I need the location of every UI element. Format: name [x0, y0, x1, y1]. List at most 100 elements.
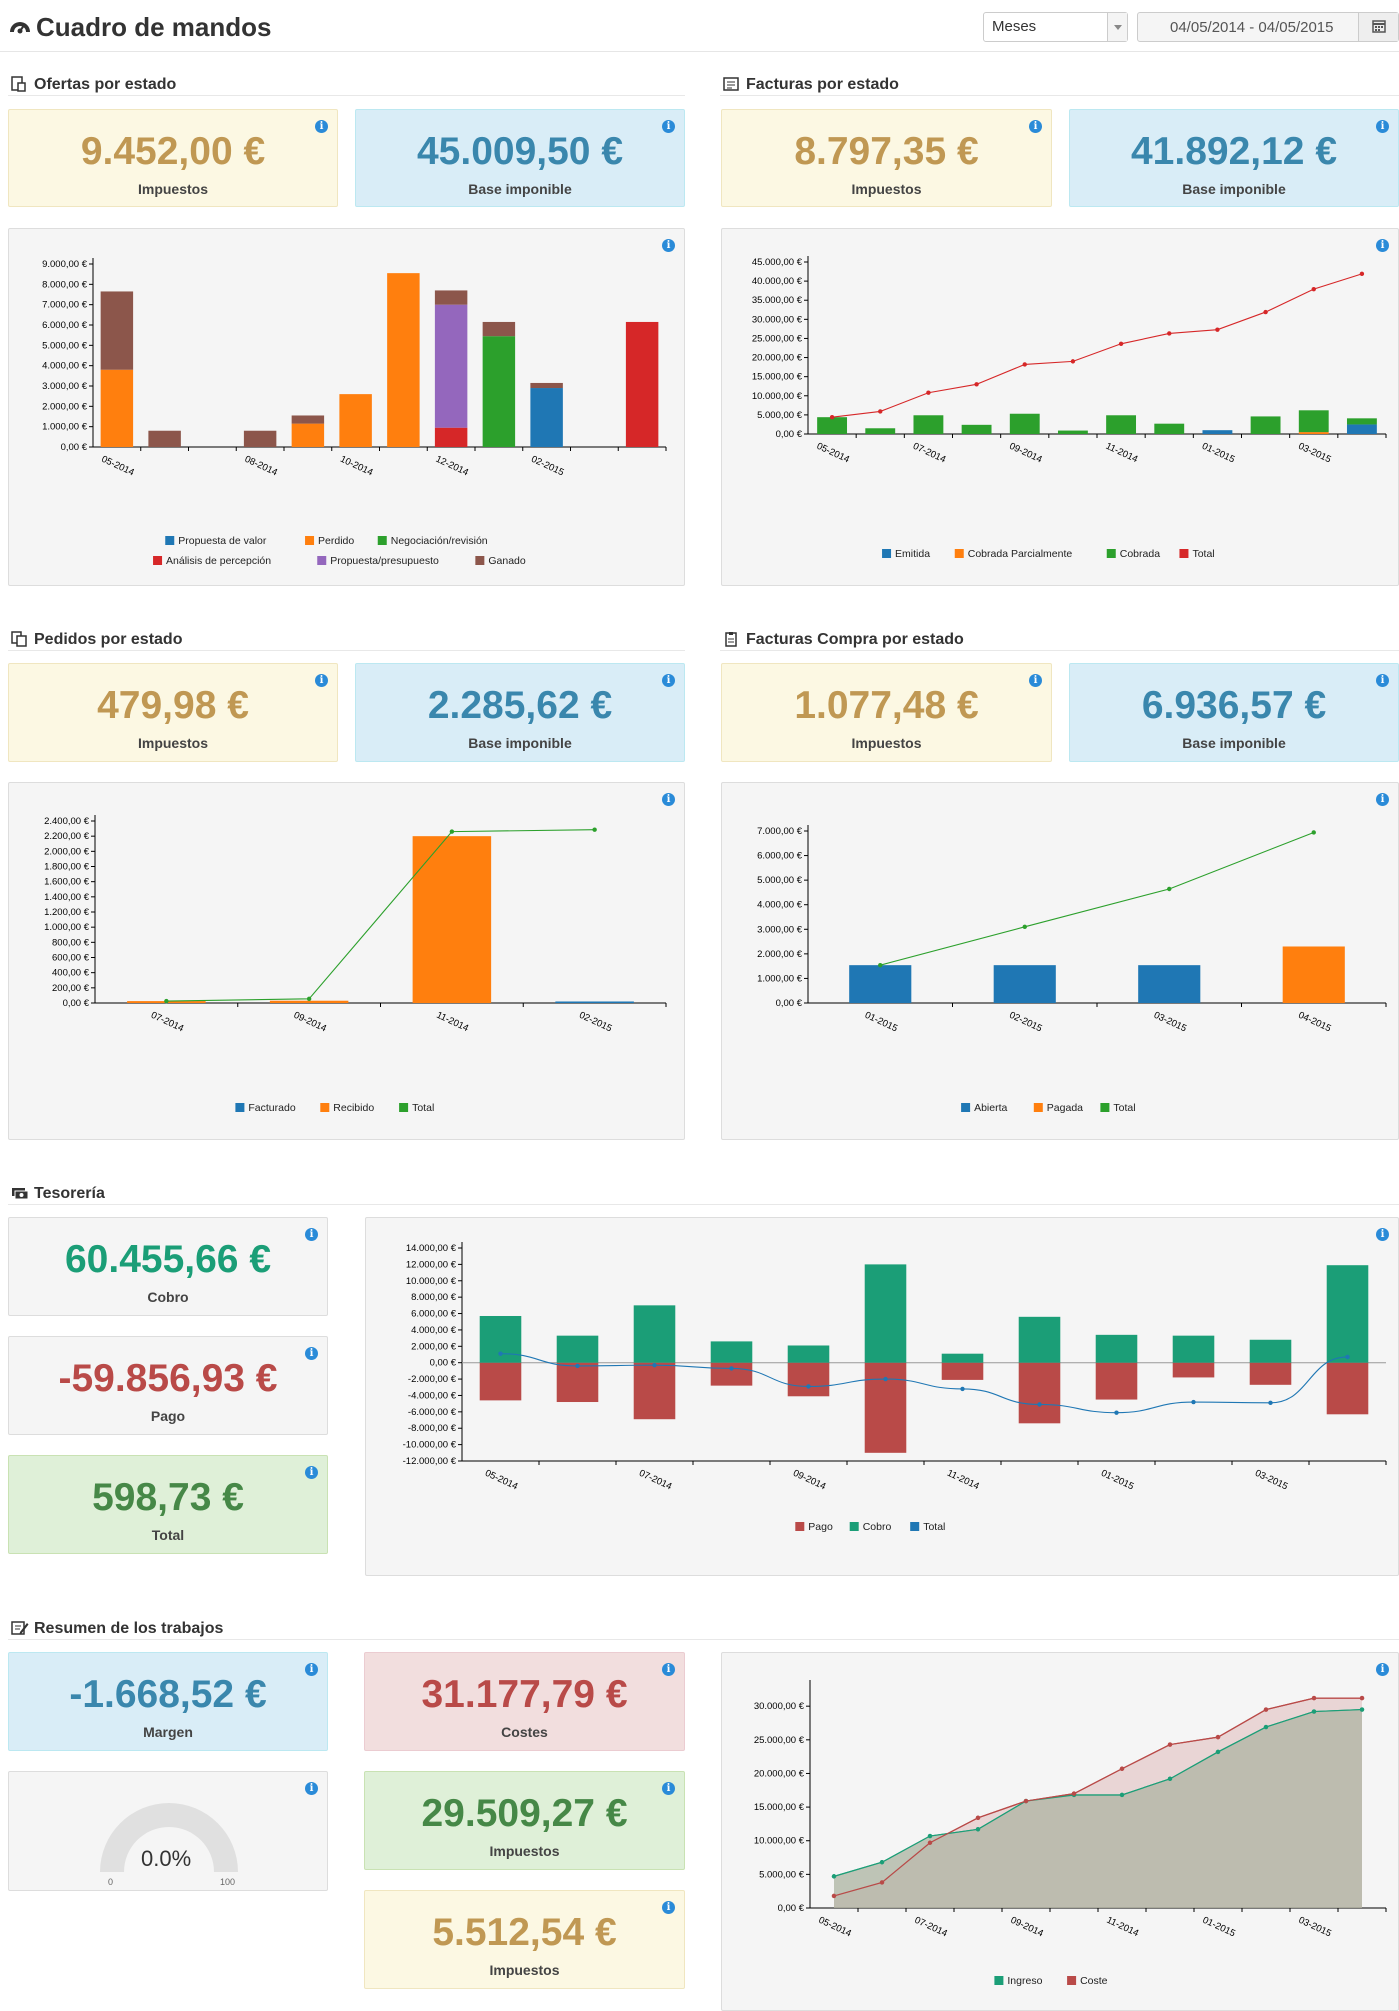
y-tick-label: 7.000,00 € [757, 826, 803, 837]
info-icon[interactable]: i [1029, 674, 1042, 687]
legend-label: Total [923, 1521, 945, 1533]
point [1311, 286, 1316, 292]
info-icon[interactable]: i [1376, 1228, 1389, 1241]
date-range-input[interactable]: 04/05/2014 - 04/05/2015 [1137, 12, 1399, 42]
y-tick-label: 0,00 € [63, 998, 90, 1009]
bar-Emitida [1346, 424, 1377, 434]
y-tick-label: -8.000,00 € [408, 1423, 457, 1434]
bar-Ganado [243, 430, 277, 447]
info-icon[interactable]: i [305, 1228, 318, 1241]
legend-swatch [1067, 1976, 1077, 1985]
bar-Abierta [1138, 965, 1201, 1003]
info-icon[interactable]: i [662, 674, 675, 687]
bar-Pago [479, 1362, 522, 1401]
chart-svg-facturas: 0,00 € 5.000,00 € 10.000,00 € 15.000,00 € 20… [752, 256, 1387, 560]
point [652, 1362, 657, 1368]
info-icon[interactable]: i [662, 1663, 675, 1676]
y-tick-label: 3.000,00 € [42, 381, 88, 392]
y-tick-label: 15.000,00 € [752, 372, 803, 383]
point [879, 1880, 885, 1885]
x-tick-label: 03-2015 [1152, 1010, 1188, 1035]
info-icon[interactable]: i [1376, 1663, 1389, 1676]
info-icon[interactable]: i [1376, 120, 1389, 133]
legend-swatch [795, 1522, 805, 1531]
chart-facturas-compra: 0,00 € 1.000,00 € 2.000,00 € 3.000,00 € 4.00… [721, 782, 1399, 1140]
info-icon[interactable]: i [662, 793, 675, 806]
chart-svg-pedidos: 0,00 € 200,00 € 400,00 € 600,00 € 800,00 € 1.… [44, 815, 667, 1114]
point [1215, 1734, 1221, 1740]
legend-swatch [317, 556, 327, 565]
info-icon[interactable]: i [305, 1347, 318, 1360]
info-icon[interactable]: i [1029, 120, 1042, 133]
kpi-value: 31.177,79 € [421, 1673, 628, 1716]
x-tick-label: 09-2014 [292, 1010, 328, 1035]
bar-Análisis de percepción [434, 427, 468, 447]
point [1263, 309, 1268, 315]
point [1037, 1402, 1042, 1407]
legend-label: Pagada [1047, 1102, 1083, 1114]
bar-Cobrada [1298, 410, 1329, 433]
info-icon[interactable]: i [1376, 793, 1389, 806]
info-icon[interactable]: i [662, 1901, 675, 1914]
y-tick-label: 10.000,00 € [406, 1276, 457, 1287]
point [927, 1833, 933, 1839]
y-tick-label: 5.000,00 € [759, 1869, 805, 1880]
legend-label: Ingreso [1007, 1975, 1042, 1987]
section-facturas-compra-title: Facturas Compra por estado [746, 631, 964, 648]
x-tick-label: 02-2015 [1007, 1010, 1043, 1035]
info-icon[interactable]: i [315, 120, 328, 133]
x-tick-label: 11-2014 [945, 1468, 981, 1492]
info-icon[interactable]: i [662, 239, 675, 252]
bar-Emitida [1202, 430, 1233, 434]
calendar-button[interactable] [1358, 13, 1398, 41]
legend-label: Coste [1080, 1975, 1108, 1987]
bar-Pago [864, 1362, 907, 1453]
y-tick-label: 8.000,00 € [42, 279, 88, 290]
point [879, 1860, 885, 1865]
section-pedidos: Pedidos por estado [8, 625, 685, 651]
y-tick-label: -12.000,00 € [403, 1456, 457, 1467]
bar-Análisis de percepción [625, 321, 659, 447]
y-tick-label: 7.000,00 € [42, 300, 88, 311]
line-Total [832, 273, 1363, 418]
bar-Facturado [555, 1001, 634, 1003]
y-tick-label: 25.000,00 € [752, 333, 803, 344]
info-icon[interactable]: i [315, 674, 328, 687]
bar-Cobro [633, 1305, 676, 1363]
bar-Cobro [941, 1353, 984, 1363]
info-icon[interactable]: i [662, 120, 675, 133]
info-icon[interactable]: i [305, 1782, 318, 1795]
kpi-value: 5.512,54 € [432, 1911, 617, 1954]
x-tick-label: 03-2015 [1253, 1468, 1289, 1493]
invoice-icon [723, 77, 739, 91]
bar-Cobro [1249, 1339, 1292, 1363]
kpi-label: Impuestos [137, 735, 208, 751]
kpi-trabajos-impuestos-2: i 5.512,54 € Impuestos [364, 1890, 685, 1989]
y-tick-label: -10.000,00 € [403, 1440, 457, 1451]
point [1167, 1742, 1173, 1747]
gauge-track [100, 1803, 238, 1872]
legend-label: Emitida [895, 548, 930, 560]
y-tick-label: 800,00 € [52, 937, 90, 948]
point [960, 1386, 965, 1392]
bar-Pago [941, 1362, 984, 1380]
info-icon[interactable]: i [1376, 239, 1389, 252]
legend-swatch [1106, 549, 1116, 558]
info-icon[interactable]: i [305, 1663, 318, 1676]
legend-label: Recibido [333, 1102, 374, 1114]
point [1114, 1410, 1119, 1415]
period-select[interactable]: Meses [983, 12, 1128, 42]
legend-label: Análisis de percepción [166, 555, 271, 567]
point [975, 1815, 981, 1821]
chevron-down-icon[interactable] [1107, 13, 1127, 41]
x-tick-label: 02-2015 [577, 1010, 613, 1035]
kpi-cobro: i 60.455,66 € Cobro [8, 1217, 328, 1316]
info-icon[interactable]: i [1376, 674, 1389, 687]
x-tick-label: 05-2014 [817, 1915, 853, 1940]
info-icon[interactable]: i [662, 1782, 675, 1795]
info-icon[interactable]: i [305, 1466, 318, 1479]
kpi-value: -1.668,52 € [69, 1673, 267, 1716]
legend-swatch [235, 1103, 245, 1112]
bar-Pago [1326, 1362, 1369, 1415]
y-tick-label: -4.000,00 € [408, 1390, 457, 1401]
